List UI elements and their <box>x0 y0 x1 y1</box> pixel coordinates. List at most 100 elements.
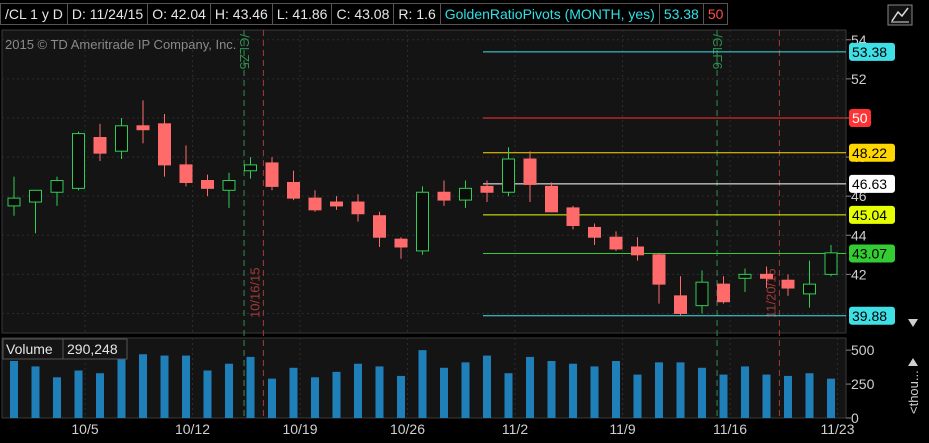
volume-bar <box>805 373 814 418</box>
candle-body <box>588 226 601 238</box>
collapse-chart-icon[interactable] <box>887 4 913 26</box>
pivot-bubble-bg <box>849 205 895 224</box>
candle <box>760 266 773 289</box>
volume-bar <box>182 355 190 418</box>
candle <box>588 223 601 246</box>
candle <box>265 157 279 191</box>
volume-bar <box>139 354 147 418</box>
study-value-1: 53.38 <box>659 3 704 25</box>
x-tick-label: 11/2 <box>502 421 528 437</box>
candle-body <box>824 252 838 275</box>
volume-bar <box>762 374 771 418</box>
x-tick-label: 11/23 <box>821 421 855 437</box>
pivot-price-bubble: 53.38 <box>849 42 895 61</box>
candle <box>308 190 322 212</box>
volume-bar <box>289 367 298 418</box>
candle <box>244 157 257 179</box>
candle-body <box>781 279 795 289</box>
candle <box>93 123 107 161</box>
candle-body <box>7 197 21 207</box>
volume-bar <box>418 350 427 418</box>
pivot-bubble-bg <box>849 174 895 193</box>
volume-bar <box>612 361 620 418</box>
candle-body <box>244 164 257 172</box>
volume-bar <box>590 366 599 418</box>
candle <box>287 170 300 201</box>
volume-bar <box>31 366 40 418</box>
candle <box>738 268 752 292</box>
study-name[interactable]: GoldenRatioPivots (MONTH, yes) <box>440 3 660 25</box>
volume-bar <box>483 355 491 418</box>
volume-bar <box>203 370 212 418</box>
study-label: GoldenRatioPivots (MONTH, yes) <box>444 6 655 22</box>
pivot-bubble-bg <box>849 42 895 61</box>
candle <box>609 231 623 251</box>
candle <box>222 172 236 208</box>
candle-body <box>72 133 85 189</box>
volume-tick-label: 250 <box>851 376 875 392</box>
candle <box>351 194 365 222</box>
pivot-bubble-label: 43.07 <box>852 245 887 261</box>
chart-header: /CL 1 y D D: 11/24/15 O: 42.04 H: 43.46 … <box>0 2 729 26</box>
candle-body <box>373 215 386 238</box>
candle-body <box>760 273 773 279</box>
pivot-price-bubble: 50 <box>849 108 871 127</box>
volume-bar <box>655 362 663 418</box>
volume-value-box <box>62 338 128 360</box>
volume-bar <box>332 371 341 418</box>
candle-body <box>222 180 236 191</box>
candle-body <box>738 273 752 279</box>
candle-body <box>265 162 279 187</box>
study-value-2: 50 <box>703 3 729 25</box>
candle-body <box>115 125 128 152</box>
volume-bar <box>10 361 18 418</box>
pivot-bubble-bg <box>849 244 895 263</box>
candle-body <box>351 201 365 215</box>
candle <box>373 211 386 247</box>
header-high: H: 43.46 <box>210 3 273 25</box>
copyright-text: 2015 © TD Ameritrade IP Company, Inc. <box>5 37 236 52</box>
candle <box>136 100 150 144</box>
y-tick-label: 52 <box>851 71 867 87</box>
scroll-up-icon[interactable] <box>908 358 918 366</box>
candle-body <box>652 254 666 285</box>
symbol-selector[interactable]: /CL 1 y D <box>0 3 68 25</box>
volume-tick-label: 500 <box>851 342 875 358</box>
candle <box>631 237 644 261</box>
candle-body <box>136 125 150 131</box>
pivot-price-bubble: 48.22 <box>849 143 895 162</box>
candle <box>330 196 343 210</box>
pivot-bubble-label: 46.63 <box>852 176 887 192</box>
x-tick-label: 11/9 <box>609 421 635 437</box>
volume-bar <box>160 355 169 418</box>
volume-bar <box>526 356 534 418</box>
candle-body <box>29 189 42 203</box>
candle-body <box>437 191 451 201</box>
volume-bar <box>698 367 706 418</box>
volume-tick-label: 0 <box>851 410 859 426</box>
candle-body <box>459 187 472 201</box>
volume-bar <box>268 378 276 418</box>
volume-bar <box>547 361 556 418</box>
candle <box>652 252 666 304</box>
volume-bar <box>719 374 728 418</box>
candle-body <box>308 197 322 211</box>
candle <box>502 147 515 197</box>
candle-body <box>287 181 300 199</box>
candle <box>480 180 494 203</box>
candle-body <box>609 236 623 250</box>
volume-bar <box>311 377 319 418</box>
volume-bar <box>117 351 126 418</box>
candle <box>394 237 408 259</box>
pivot-price-bubble: 39.88 <box>849 306 895 325</box>
volume-value: 290,248 <box>67 341 118 357</box>
candle-body <box>330 201 343 207</box>
volume-header: Volume 290,248 <box>2 338 128 360</box>
contract-marker-label: /CLZ5 <box>237 34 252 69</box>
pivot-bubble-label: 48.22 <box>852 145 887 161</box>
scroll-down-icon[interactable] <box>908 319 918 327</box>
pivot-bubble-bg <box>849 108 871 127</box>
candle <box>717 276 730 304</box>
volume-label: Volume <box>6 341 53 357</box>
